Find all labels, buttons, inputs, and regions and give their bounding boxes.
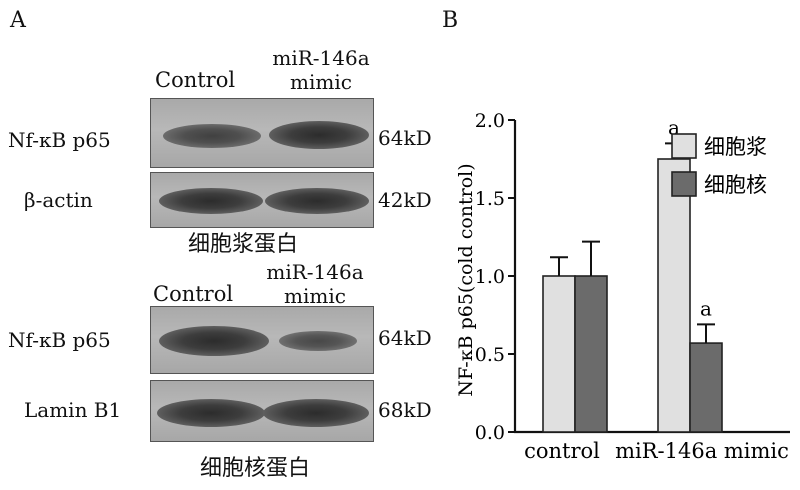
top-row1-kd: 64kD	[378, 126, 432, 150]
band-bottom-lamin-mimic	[263, 399, 369, 427]
bottom-row2-kd: 68kD	[378, 398, 432, 422]
legend-swatch-1	[671, 171, 697, 197]
top-blot-nfkb	[150, 98, 374, 168]
top-col-mimic-line1: miR-146a	[272, 46, 370, 70]
y-tick-label: 1.0	[475, 266, 505, 288]
bottom-blot-lamin	[150, 380, 374, 442]
significance-label: a	[700, 296, 712, 320]
bar-cytoplasm-1	[657, 158, 691, 433]
bottom-blot-nfkb	[150, 306, 374, 374]
panel-b-letter: B	[442, 8, 459, 33]
legend-label-0: 细胞浆	[704, 135, 767, 159]
bar-nucleus-1	[689, 342, 723, 433]
band-bottom-nfkb-control	[159, 326, 269, 356]
top-col-mimic-line2: mimic	[290, 70, 352, 94]
x-tick-label-control: control	[524, 439, 600, 463]
y-tick-label: 2.0	[475, 110, 505, 132]
bottom-col-mimic-line2: mimic	[284, 284, 346, 308]
legend-label-1: 细胞核	[704, 173, 767, 197]
band-top-nfkb-control	[163, 124, 261, 148]
y-tick-label: 0.0	[475, 422, 505, 444]
bottom-col-control: Control	[153, 282, 234, 306]
bottom-row1-kd: 64kD	[378, 326, 432, 350]
band-bottom-nfkb-mimic	[279, 331, 357, 351]
legend-swatch-0	[671, 133, 697, 159]
band-top-actin-mimic	[265, 188, 369, 214]
bottom-caption: 细胞核蛋白	[200, 456, 311, 481]
band-bottom-lamin-control	[157, 399, 265, 427]
top-row2-label: β-actin	[24, 188, 93, 212]
top-row2-kd: 42kD	[378, 188, 432, 212]
bar-nucleus-0	[574, 275, 608, 433]
band-top-nfkb-mimic	[269, 121, 369, 149]
bar-cytoplasm-0	[542, 275, 576, 433]
y-tick-label: 1.5	[475, 188, 505, 210]
x-tick-label-mimic: miR-146a mimic	[615, 439, 789, 463]
top-blot-actin	[150, 172, 374, 228]
bottom-col-mimic-line1: miR-146a	[266, 260, 364, 284]
y-tick-label: 0.5	[475, 344, 505, 366]
panel-a-letter: A	[10, 8, 26, 33]
band-top-actin-control	[159, 188, 263, 214]
bottom-row1-label: Nf-κB p65	[8, 328, 111, 352]
top-caption: 细胞浆蛋白	[188, 232, 299, 257]
top-col-control: Control	[155, 68, 236, 92]
y-axis-label: NF-κB p65(cold control)	[455, 163, 477, 396]
bottom-row2-label: Lamin B1	[24, 398, 122, 422]
top-row1-label: Nf-κB p65	[8, 128, 111, 152]
